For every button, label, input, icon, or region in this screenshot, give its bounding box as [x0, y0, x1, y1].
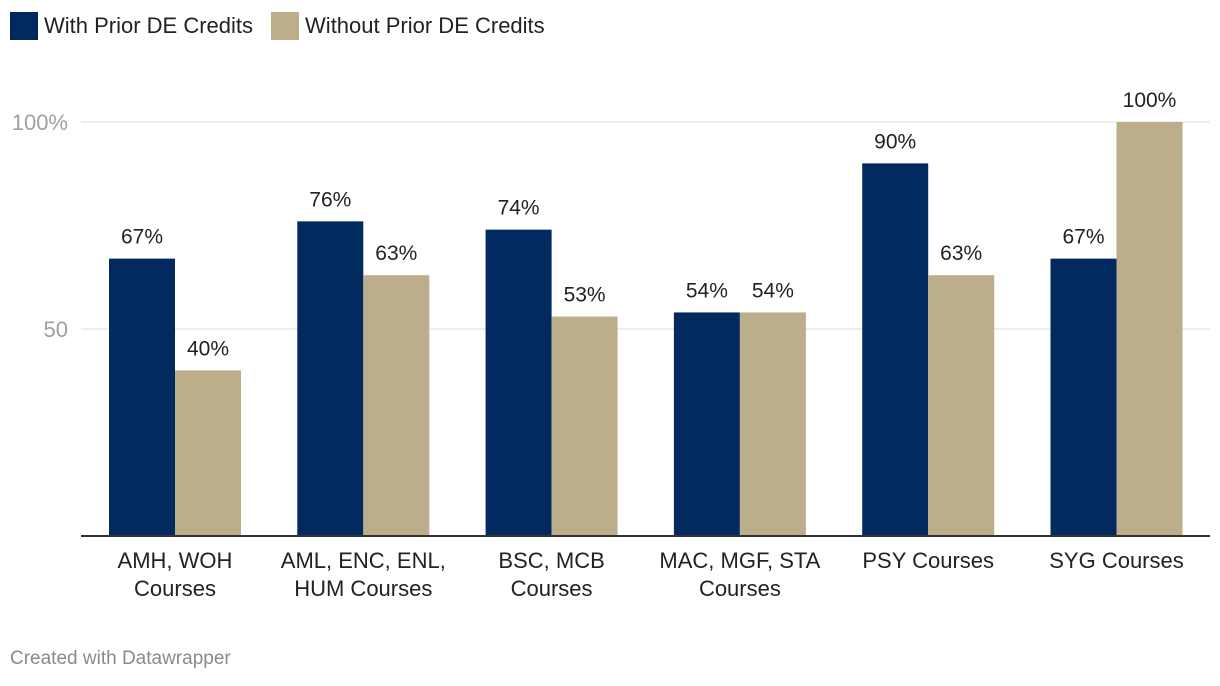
legend-item-with-prior: With Prior DE Credits [10, 12, 253, 40]
value-label-series1-cat5: 100% [1123, 89, 1177, 112]
bar-series0-cat3 [673, 312, 740, 536]
value-label-series1-cat0: 40% [187, 337, 229, 360]
legend-swatch-without-prior [271, 12, 300, 40]
value-label-series1-cat2: 53% [564, 284, 606, 307]
bar-series0-cat4 [862, 163, 929, 536]
value-label-series0-cat3: 54% [686, 279, 728, 302]
bar-series0-cat1 [297, 221, 364, 537]
x-tick-label-cat0-line0: AMH, WOH [118, 548, 233, 573]
bar-series1-cat1 [363, 275, 430, 536]
value-label-series1-cat3: 54% [752, 279, 794, 302]
bar-series1-cat2 [551, 316, 618, 536]
x-tick-label-cat4-line0: PSY Courses [862, 548, 994, 573]
bar-series1-cat5 [1116, 122, 1183, 536]
value-label-series1-cat1: 63% [375, 242, 417, 265]
x-tick-label-cat5-line0: SYG Courses [1049, 548, 1184, 573]
footer-credit: Created with Datawrapper [10, 648, 231, 669]
bar-series1-cat4 [928, 275, 995, 536]
bar-series1-cat3 [739, 312, 806, 536]
bar-series0-cat5 [1050, 258, 1117, 536]
value-label-series0-cat1: 76% [309, 188, 351, 211]
legend-label-with-prior: With Prior DE Credits [44, 13, 254, 38]
value-label-series0-cat4: 90% [874, 130, 916, 153]
bar-series0-cat0 [109, 258, 175, 536]
legend-swatch-with-prior [10, 12, 38, 40]
x-tick-label-cat0-line1: Courses [134, 576, 216, 601]
x-tick-label-cat3-line1: Courses [699, 576, 781, 601]
bar-series1-cat0 [175, 370, 241, 536]
value-label-series0-cat2: 74% [498, 197, 540, 220]
legend-label-without-prior: Without Prior DE Credits [305, 13, 545, 38]
x-tick-label-cat2-line0: BSC, MCB [498, 548, 604, 573]
y-tick-label-50: 50 [44, 317, 68, 342]
legend-item-without-prior: Without Prior DE Credits [271, 12, 545, 40]
x-tick-label-cat1-line0: AML, ENC, ENL, [281, 548, 446, 573]
value-label-series1-cat4: 63% [940, 242, 982, 265]
x-tick-label-cat3-line0: MAC, MGF, STA [659, 548, 820, 573]
chart-legend: With Prior DE Credits Without Prior DE C… [10, 12, 563, 40]
value-label-series0-cat5: 67% [1062, 226, 1104, 249]
y-tick-label-100: 100% [12, 110, 68, 135]
value-label-series0-cat0: 67% [121, 226, 163, 249]
x-tick-label-cat1-line1: HUM Courses [294, 576, 432, 601]
x-tick-label-cat2-line1: Courses [511, 576, 593, 601]
bar-series0-cat2 [485, 229, 552, 536]
